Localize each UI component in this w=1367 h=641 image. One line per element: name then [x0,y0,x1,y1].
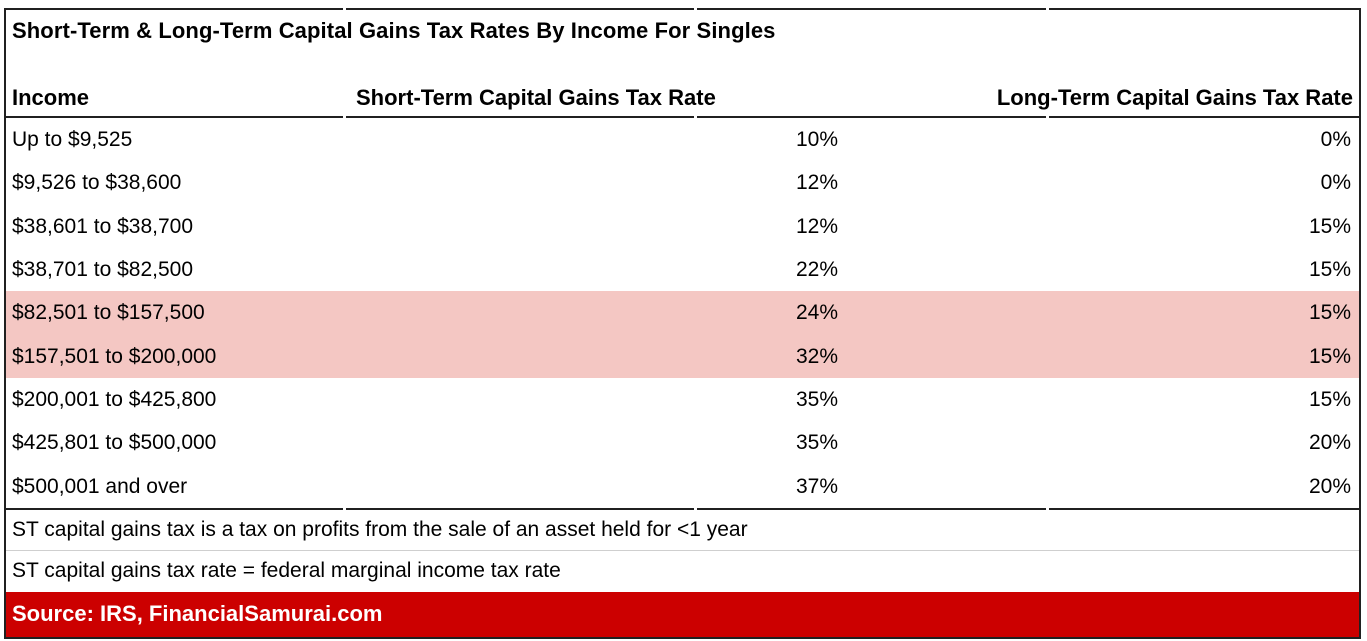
short-term-rate: 35% [795,387,838,411]
long-term-rate: 20% [1308,474,1351,498]
short-term-rate: 12% [795,171,838,195]
table-top-border [6,8,1359,10]
column-header-short-term-rate: Short-Term Capital Gains Tax Rate [356,85,716,110]
long-term-rate: 15% [1308,344,1351,368]
footnote-rate-rule: ST capital gains tax rate = federal marg… [12,559,561,583]
table-row: $425,801 to $500,000 35% 20% [6,421,1359,464]
tax-rate-table: Short-Term & Long-Term Capital Gains Tax… [4,8,1361,639]
footnote-divider [6,549,1359,551]
table-row: Up to $9,525 10% 0% [6,118,1359,161]
table-row: $9,526 to $38,600 12% 0% [6,161,1359,204]
table-row: $200,001 to $425,800 35% 15% [6,378,1359,421]
income-bracket: $82,501 to $157,500 [12,301,205,325]
table-title: Short-Term & Long-Term Capital Gains Tax… [12,18,776,43]
short-term-rate: 10% [795,128,838,151]
short-term-rate: 12% [795,214,838,238]
column-header-income: Income [12,85,90,110]
short-term-rate: 22% [795,257,838,281]
long-term-rate: 0% [1320,128,1351,151]
footnote-definition: ST capital gains tax is a tax on profits… [12,517,748,541]
data-footer-divider [6,507,1359,510]
long-term-rate: 15% [1308,387,1351,411]
income-bracket: $9,526 to $38,600 [12,171,182,195]
short-term-rate: 24% [795,301,838,325]
source-attribution-bar: Source: IRS, FinancialSamurai.com [6,591,1359,637]
table-header-row: Income Short-Term Capital Gains Tax Rate… [6,76,1359,116]
income-bracket: $500,001 and over [12,474,188,498]
table-row: $38,601 to $38,700 12% 15% [6,205,1359,248]
income-bracket: $38,601 to $38,700 [12,214,194,238]
column-header-long-term-rate: Long-Term Capital Gains Tax Rate [996,85,1353,110]
income-bracket: $157,501 to $200,000 [12,344,217,368]
income-bracket: Up to $9,525 [12,128,133,151]
long-term-rate: 15% [1308,214,1351,238]
long-term-rate: 15% [1308,301,1351,325]
income-bracket: $200,001 to $425,800 [12,387,217,411]
income-bracket: $38,701 to $82,500 [12,257,194,281]
table-row: $38,701 to $82,500 22% 15% [6,248,1359,291]
short-term-rate: 37% [795,474,838,498]
table-row-highlighted: $82,501 to $157,500 24% 15% [6,291,1359,335]
long-term-rate: 0% [1320,171,1351,195]
short-term-rate: 35% [795,431,838,455]
table-row: $500,001 and over 37% 20% [6,465,1359,508]
short-term-rate: 32% [795,344,838,368]
header-divider [6,116,1359,118]
long-term-rate: 20% [1308,431,1351,455]
income-bracket: $425,801 to $500,000 [12,431,217,455]
table-row-highlighted: $157,501 to $200,000 32% 15% [6,334,1359,378]
long-term-rate: 15% [1308,257,1351,281]
